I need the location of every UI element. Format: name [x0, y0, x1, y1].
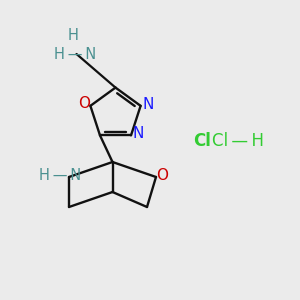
- Text: H: H: [68, 28, 79, 44]
- Text: N: N: [133, 126, 144, 141]
- Text: H — N: H — N: [54, 46, 96, 62]
- Text: O: O: [156, 168, 168, 183]
- Text: N: N: [142, 97, 154, 112]
- Text: Cl — H: Cl — H: [212, 132, 263, 150]
- Text: O: O: [78, 96, 90, 111]
- Text: H — N: H — N: [39, 168, 81, 183]
- Text: Cl: Cl: [194, 132, 211, 150]
